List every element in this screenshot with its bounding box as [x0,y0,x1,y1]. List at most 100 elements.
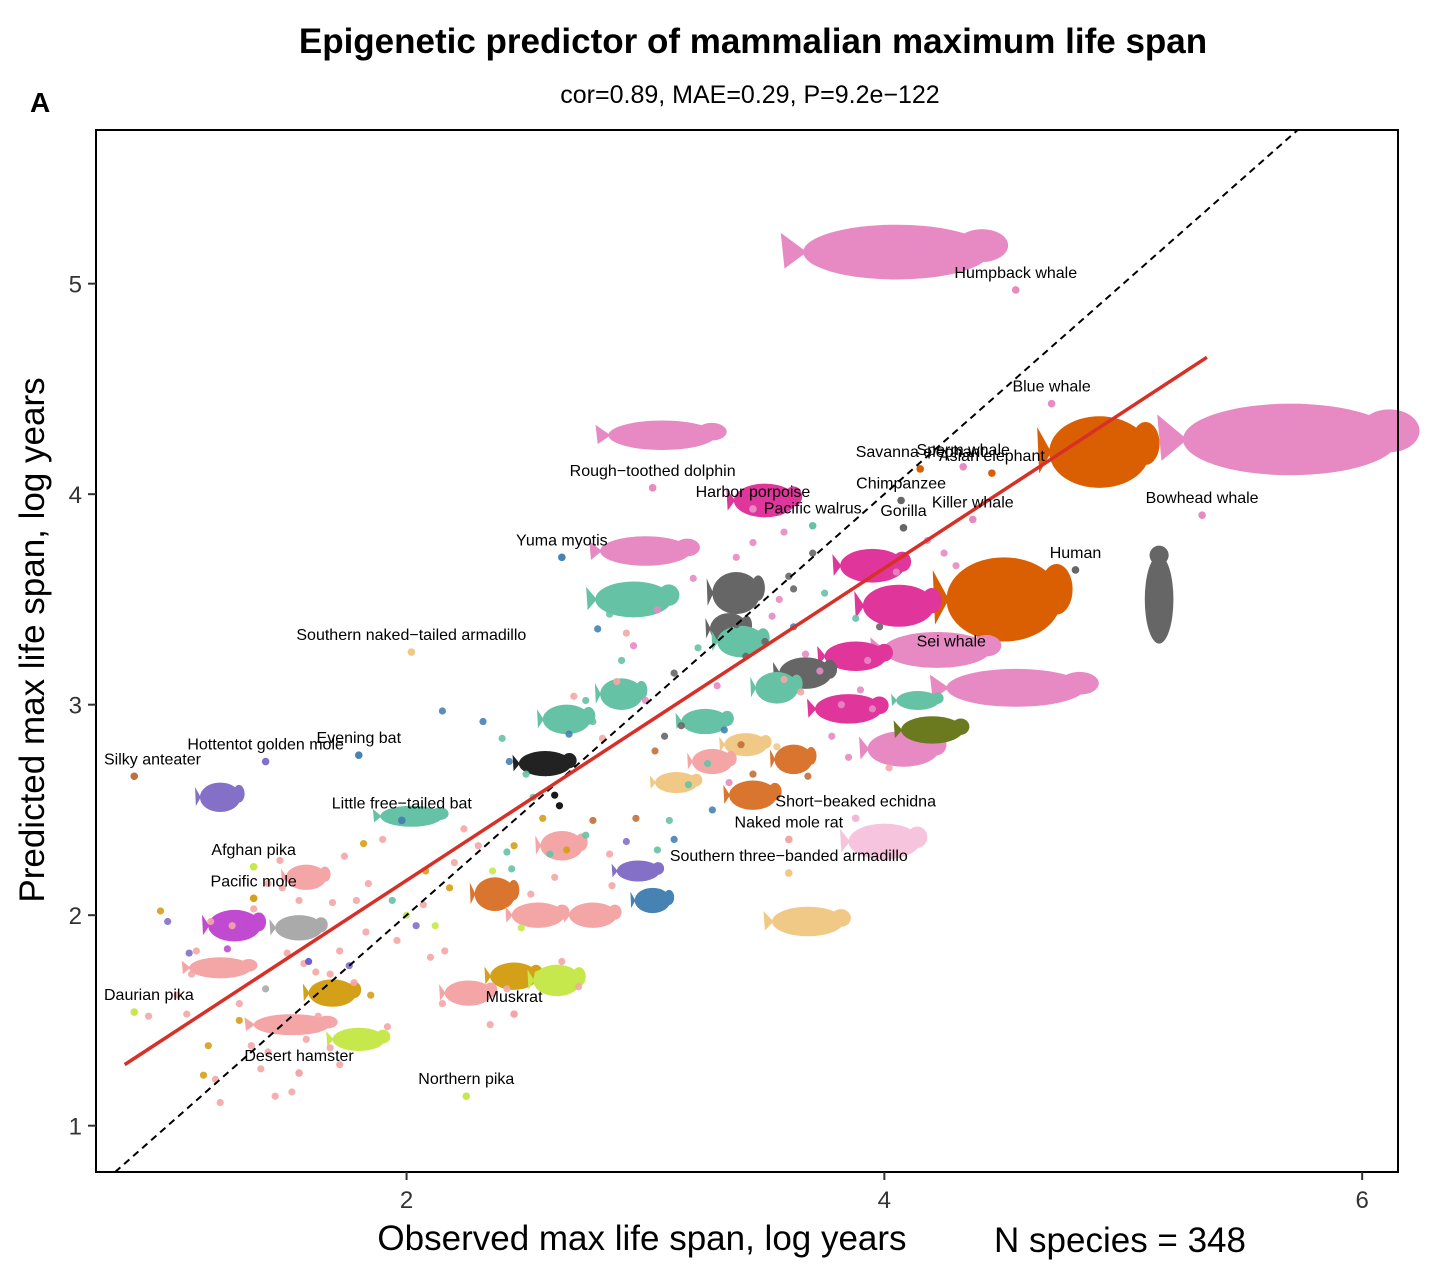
data-point [749,538,757,547]
sloth-head [768,782,782,801]
y-tick-label: 4 [69,482,82,509]
porcupine-tail [484,966,492,985]
data-point [228,922,236,930]
species-label: Bowhead whale [1146,490,1259,507]
hippo-body [824,641,887,671]
plot-panel [95,129,1399,1173]
echidna-tail [839,828,850,853]
data-point [582,696,590,705]
data-point [852,614,860,622]
species-label: Muskrat [486,989,543,1006]
data-point [551,873,559,881]
squirrel-body [474,877,516,911]
rough-toothed-dolphin-head [696,422,727,441]
data-point [216,1098,224,1107]
zebra-body [862,584,935,627]
data-point [314,1012,322,1020]
ferret-tail [372,808,382,823]
squirrel-head [507,879,520,901]
data-point [589,816,597,825]
bear-silhouette [586,581,680,618]
rhinoceros-head [893,551,912,572]
data-point [539,814,547,822]
data-point [505,757,513,766]
data-point [773,743,781,751]
manatee-head [952,718,970,735]
data-point [362,928,370,936]
data-point [617,656,626,665]
data-point [247,1042,255,1050]
armadillo-body [772,906,844,937]
humpback-whale-tail [780,232,807,269]
bat-body [634,887,671,914]
hedgehog-head [347,981,362,998]
rabbit-silhouette [535,830,588,861]
data-point [737,741,745,749]
data-point [816,667,824,675]
labeled-point [1198,511,1206,520]
y-tick-label: 5 [69,272,82,299]
labeled-point [899,524,908,532]
shrew-body [189,957,252,979]
data-point [694,644,702,652]
data-point [412,922,420,930]
guinea-pig-head [319,866,331,882]
manatee-tail [893,720,903,739]
goat-tail [750,676,757,698]
gray-whale-silhouette [870,632,1002,668]
golden-mole-body [199,782,241,813]
ferret-silhouette [372,805,449,827]
data-point [173,991,181,999]
vole-tail [611,863,618,878]
hare-body [533,964,581,997]
tapir-tail [807,698,817,718]
seal-body [896,690,940,710]
species-label: Afghan pika [211,842,296,859]
data-point [336,1061,344,1069]
data-point [574,983,583,991]
golden-mole-tail [195,786,201,807]
x-tick-label: 6 [1355,1187,1368,1214]
human-silhouette [1144,545,1174,644]
deer-tail [594,683,601,704]
guinea-pig-silhouette [281,864,331,890]
labeled-point [648,484,657,492]
data-point [551,791,559,799]
data-point [749,600,757,608]
labeled-point [916,465,925,473]
mouse-tail [439,984,446,1001]
tiger-silhouette [675,708,734,735]
echidna-head [907,826,928,848]
african-elephant-head [1040,564,1073,615]
rough-toothed-dolphin-silhouette [595,420,727,450]
data-point [187,970,196,978]
chinchilla-head [314,917,328,933]
data-point [582,831,590,839]
data-point [379,835,387,844]
shrew-silhouette [181,957,258,979]
data-point [780,528,788,536]
sei-whale-head [1060,671,1099,695]
data-point [660,732,669,740]
hippo-head [875,643,893,662]
species-label: Human [1050,545,1102,562]
rough-toothed-dolphin-body [608,420,716,450]
rat-tail [244,1017,256,1031]
bowhead-whale-body [1182,403,1398,476]
labeled-point [947,654,956,663]
species-label: Pacific mole [211,873,297,890]
fox-head [690,773,703,787]
sei-whale-body [946,668,1086,707]
data-point [606,850,614,858]
trend-lines [114,129,1299,1173]
data-point [450,858,458,867]
data-point [302,1035,310,1043]
data-point [821,589,829,597]
data-point [517,924,525,932]
seal-head [931,692,944,704]
ferret-head [431,807,449,821]
data-point [204,1042,212,1050]
tiger-tail [675,712,683,730]
data-point [312,968,320,976]
data-point [546,850,554,858]
